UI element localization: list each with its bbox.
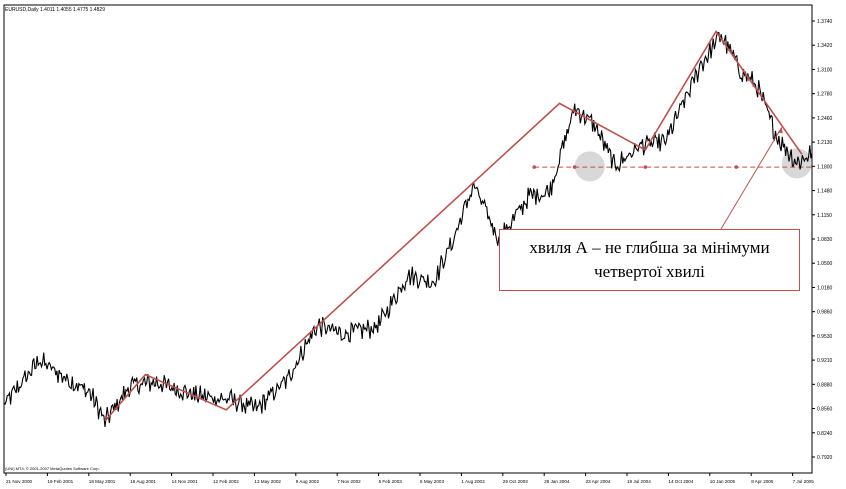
y-tick-label: 0.8560 bbox=[817, 407, 833, 413]
y-tick-label: 0.8880 bbox=[817, 382, 833, 388]
support-level-marker bbox=[734, 165, 739, 169]
callout-arrow-line bbox=[710, 127, 783, 246]
highlight-circle bbox=[574, 151, 605, 182]
x-tick-label: 29 Oct 2003 bbox=[503, 479, 528, 484]
annotation-callout: хвиля А – не глибша за мінімуми четверто… bbox=[499, 229, 800, 291]
y-tick-label: 0.8240 bbox=[817, 431, 833, 437]
x-tick-label: 10 Jan 2005 bbox=[710, 479, 736, 484]
support-level-marker bbox=[532, 165, 537, 169]
callout-line-1: хвиля А – не глибша за мінімуми bbox=[529, 238, 770, 257]
callout-line-2: четвертої хвилі bbox=[594, 262, 705, 281]
wave-trend-lines bbox=[104, 30, 803, 422]
chart-footer: (UNI) MT4, © 2001-2007 MetaQuotes Softwa… bbox=[5, 466, 100, 471]
x-tick-label: 19 Jul 2004 bbox=[627, 479, 651, 484]
x-tick-label: 9 Aug 2002 bbox=[296, 479, 320, 484]
y-tick-label: 1.2130 bbox=[817, 140, 833, 146]
x-tick-label: 5 Feb 2003 bbox=[379, 479, 403, 484]
x-tick-label: 16 Aug 2001 bbox=[130, 479, 156, 484]
price-line bbox=[3, 31, 813, 427]
y-tick-label: 1.1150 bbox=[817, 213, 832, 219]
y-tick-label: 1.2780 bbox=[817, 92, 833, 98]
x-tick-label: 12 Feb 2002 bbox=[213, 479, 239, 484]
x-tick-label: 7 Jul 2005 bbox=[793, 479, 815, 484]
y-tick-label: 1.1480 bbox=[817, 189, 833, 195]
y-tick-label: 0.9210 bbox=[817, 358, 833, 364]
y-tick-label: 1.0830 bbox=[817, 237, 833, 243]
y-tick-label: 0.9530 bbox=[817, 334, 833, 340]
x-tick-label: 18 May 2001 bbox=[89, 479, 116, 484]
y-tick-label: 1.0180 bbox=[817, 285, 833, 291]
x-tick-label: 23 Apr 2004 bbox=[586, 479, 611, 484]
support-level-marker bbox=[643, 165, 648, 169]
x-tick-label: 7 Nov 2002 bbox=[337, 479, 361, 484]
y-tick-label: 1.3100 bbox=[817, 67, 833, 73]
x-tick-label: 1 Aug 2003 bbox=[461, 479, 485, 484]
x-tick-label: 14 Nov 2001 bbox=[172, 479, 198, 484]
x-tick-label: 19 Feb 2001 bbox=[47, 479, 73, 484]
y-tick-label: 1.1800 bbox=[817, 164, 833, 170]
x-tick-label: 14 Oct 2004 bbox=[668, 479, 693, 484]
y-tick-label: 1.3740 bbox=[817, 19, 833, 25]
y-tick-label: 0.7920 bbox=[817, 455, 833, 461]
x-tick-label: 26 Jan 2004 bbox=[544, 479, 570, 484]
y-tick-label: 0.9860 bbox=[817, 310, 833, 316]
x-tick-label: 13 May 2002 bbox=[254, 479, 281, 484]
support-level-marker bbox=[572, 165, 577, 169]
y-tick-label: 1.0500 bbox=[817, 261, 833, 267]
y-tick-label: 1.3420 bbox=[817, 43, 833, 49]
y-tick-label: 1.2460 bbox=[817, 116, 833, 122]
x-tick-label: 21 Nov 2000 bbox=[6, 479, 32, 484]
chart-header: EURUSD,Daily 1.4011 1.4055 1.4775 1.4829 bbox=[5, 7, 105, 13]
callout-arrow-head bbox=[777, 127, 783, 134]
x-tick-label: 8 Apr 2005 bbox=[751, 479, 774, 484]
x-tick-label: 6 May 2003 bbox=[420, 479, 444, 484]
